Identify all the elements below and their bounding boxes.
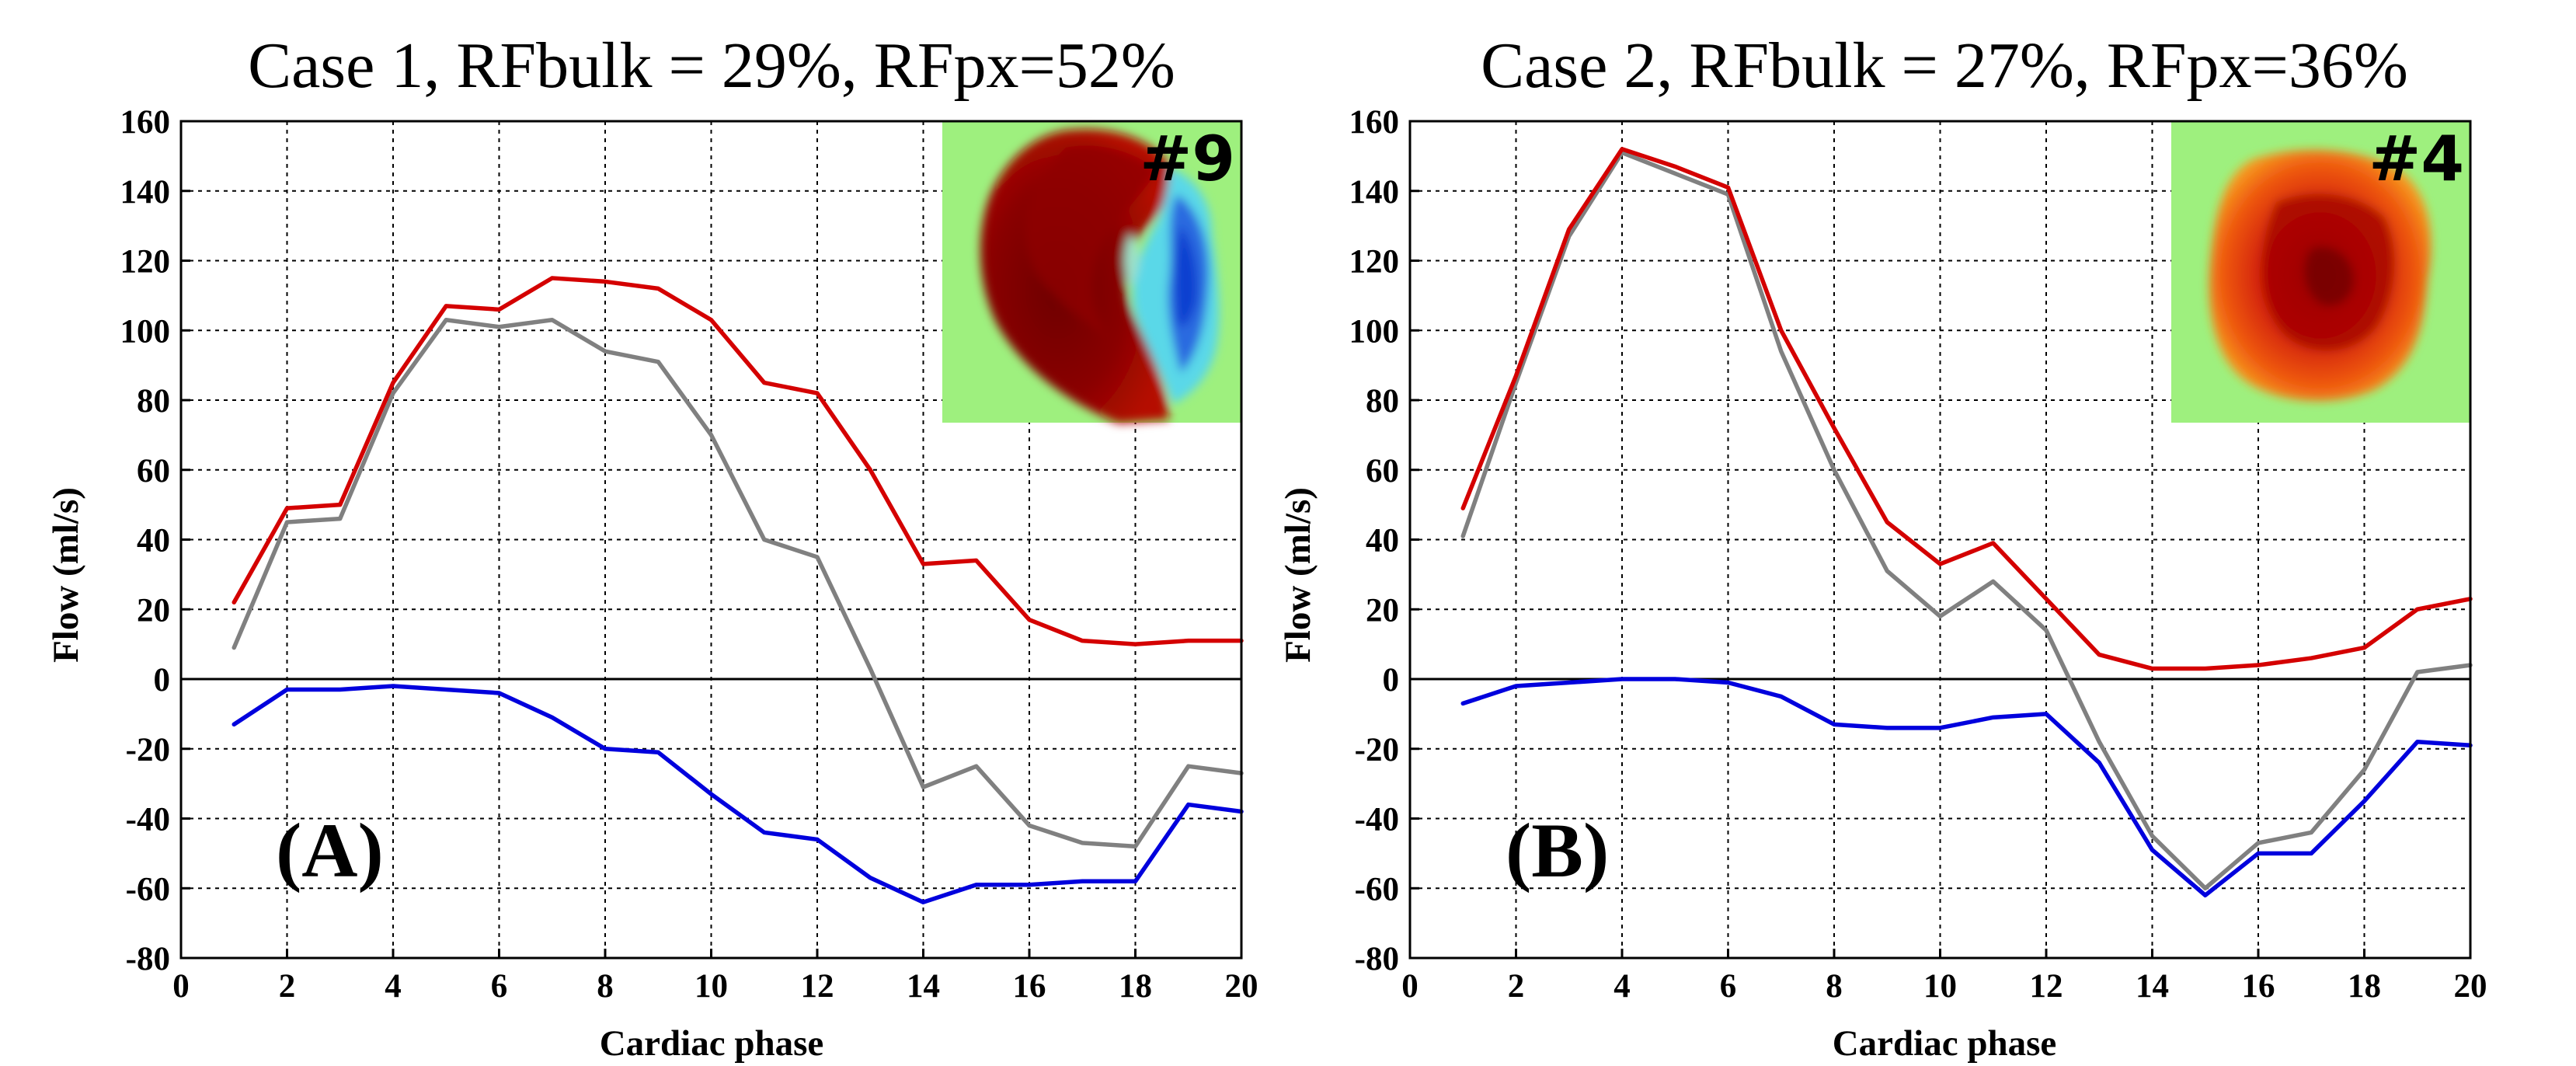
panel-b-y-tick-label: 120 (1349, 244, 1400, 280)
panel-b-y-tick-label: 20 (1366, 592, 1399, 629)
panel-a-x-tick-label: 10 (694, 968, 728, 1005)
panel-a-x-tick-label: 16 (1013, 968, 1046, 1005)
panel-a-series (231, 276, 1244, 904)
panel-b-y-tick-label: -80 (1355, 941, 1399, 977)
panel-b-x-tick-label: 0 (1401, 968, 1419, 1005)
panel-a-y-label: Flow (ml/s) (46, 487, 86, 663)
panel-b-title: Case 2, RFbulk = 27%, RFpx=36% (1481, 30, 2408, 102)
panel-b-y-tick-label: -20 (1355, 732, 1399, 768)
panel-b-x-tick-label: 16 (2242, 968, 2275, 1005)
panel-b-series-blue-line (1460, 677, 2473, 897)
panel-b-x-tick-label: 20 (2454, 968, 2487, 1005)
panel-a-inset-image: #9 (942, 121, 1241, 423)
panel-b-y-tick-label: 60 (1366, 453, 1399, 489)
panel-b-y-tick-label: 100 (1349, 313, 1400, 350)
panel-b-x-tick-label: 8 (1826, 968, 1843, 1005)
panel-b-x-tick-label: 14 (2136, 968, 2169, 1005)
panel-b-x-ticks: 0 2 4 6 8 10 12 14 16 18 20 (1401, 949, 2487, 1005)
panel-a-x-tick-label: 2 (279, 968, 296, 1005)
panel-a-y-ticks: -80 -60 -40 -20 0 20 40 60 80 100 120 140 160 (120, 104, 190, 977)
panel-b-y-label: Flow (ml/s) (1278, 487, 1318, 663)
panel-b-x-tick-label: 6 (1720, 968, 1737, 1005)
panel-a-y-tick-label: 20 (137, 592, 170, 629)
panel-a-y-tick-label: 80 (137, 383, 170, 420)
panel-a-x-tick-label: 6 (491, 968, 508, 1005)
panel-b-x-tick-label: 18 (2348, 968, 2381, 1005)
panel-a-x-tick-label: 4 (385, 968, 402, 1005)
panel-a-x-tick-label: 18 (1119, 968, 1152, 1005)
panel-a-y-tick-label: 120 (120, 244, 171, 280)
panel-b-series-red-line (1460, 147, 2473, 671)
panel-b-y-tick-label: 160 (1349, 104, 1400, 141)
panel-b-y-tick-label: 0 (1383, 662, 1400, 698)
panel-a-y-tick-label: 0 (154, 662, 171, 698)
panel-a-y-tick-label: -40 (126, 802, 170, 838)
panel-b-x-tick-label: 2 (1508, 968, 1525, 1005)
panel-a-label: (A) (276, 807, 384, 894)
panel-b-series (1460, 147, 2473, 897)
panel-a-x-tick-label: 8 (597, 968, 614, 1005)
panel-b-x-tick-label: 10 (1923, 968, 1957, 1005)
panel-b-y-tick-label: -40 (1355, 802, 1399, 838)
panel-b-inset-image: #4 (2171, 121, 2470, 423)
panel-a-title: Case 1, RFbulk = 29%, RFpx=52% (248, 30, 1175, 102)
panel-a-series-blue-line (231, 684, 1244, 904)
panel-a-y-tick-label: -80 (126, 941, 170, 977)
panel-a-y-tick-label: 160 (120, 104, 171, 141)
panel-b-y-tick-label: 140 (1349, 174, 1400, 211)
panel-a-x-tick-label: 20 (1225, 968, 1258, 1005)
panel-b-x-label: Cardiac phase (1833, 1023, 2057, 1064)
panel-b-y-tick-label: 40 (1366, 523, 1399, 559)
panel-a-y-tick-label: -20 (126, 732, 170, 768)
panel-a-x-tick-label: 12 (801, 968, 834, 1005)
panel-a-y-tick-label: -60 (126, 871, 170, 907)
panel-b-inset-label: #4 (2369, 123, 2464, 195)
panel-b-label: (B) (1506, 807, 1609, 894)
panel-b-y-ticks: -80 -60 -40 -20 0 20 40 60 80 100 120 140 160 (1349, 104, 1419, 977)
panel-b-series-gray-line (1460, 150, 2473, 890)
panel-a-x-ticks: 0 2 4 6 8 10 12 14 16 18 20 (172, 949, 1258, 1005)
panel-a-x-tick-label: 0 (172, 968, 190, 1005)
panel-b-y-tick-label: 80 (1366, 383, 1399, 420)
panel-a-x-tick-label: 14 (907, 968, 940, 1005)
panel-a-inset-label: #9 (1140, 123, 1235, 195)
panel-b-y-tick-label: -60 (1355, 871, 1399, 907)
panel-b-x-tick-label: 4 (1613, 968, 1631, 1005)
panel-a-y-tick-label: 100 (120, 313, 171, 350)
panel-b: Case 2, RFbulk = 27%, RFpx=36% #4 0 2 4 6 8 1… (1278, 30, 2487, 1064)
panel-a: Case 1, RFbulk = 29%, RFpx=52% #9 0 2 4 6 8 1… (46, 30, 1258, 1064)
panel-a-y-tick-label: 140 (120, 174, 171, 211)
panel-b-x-tick-label: 12 (2030, 968, 2063, 1005)
panel-a-series-gray-line (231, 318, 1244, 849)
panel-a-series-red-line (231, 276, 1244, 646)
panel-a-y-tick-label: 40 (137, 523, 170, 559)
panel-a-y-tick-label: 60 (137, 453, 170, 489)
panel-a-x-label: Cardiac phase (600, 1023, 824, 1064)
